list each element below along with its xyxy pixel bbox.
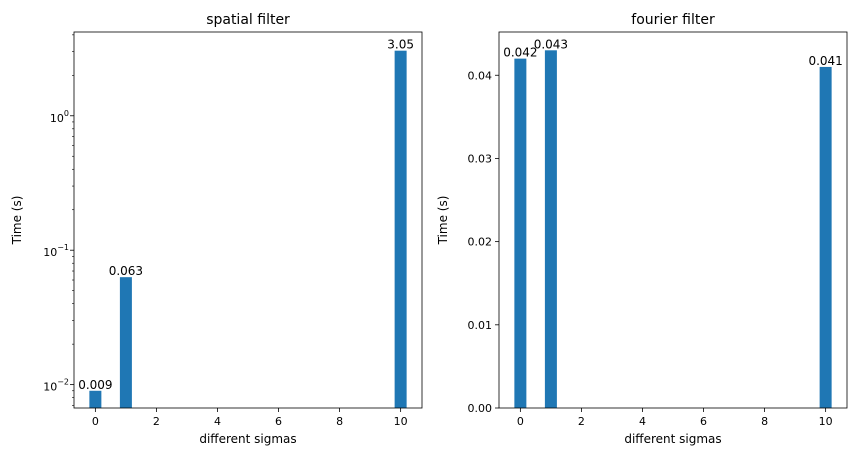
bar [119, 277, 132, 408]
data-label: 0.009 [78, 378, 112, 392]
chart-title: spatial filter [206, 12, 290, 28]
y-tick-label: 0.00 [468, 402, 493, 415]
x-tick-label: 4 [639, 415, 646, 428]
y-tick-exponent: 0 [64, 109, 69, 118]
x-tick-label: 0 [517, 415, 524, 428]
bar [514, 58, 527, 408]
x-tick-label: 4 [214, 415, 221, 428]
x-tick-label: 2 [153, 415, 160, 428]
x-tick-label: 0 [92, 415, 99, 428]
y-tick-label: 0.01 [468, 319, 493, 332]
x-tick-label: 10 [394, 415, 408, 428]
data-label: 0.042 [503, 46, 537, 60]
y-tick-label: 0.03 [468, 152, 493, 165]
y-tick-base: 10 [43, 381, 57, 394]
data-label: 0.041 [808, 54, 842, 68]
y-axis-label: Time (s) [436, 196, 450, 246]
y-tick-exponent: −2 [57, 378, 69, 387]
x-tick-label: 8 [336, 415, 343, 428]
x-axis-label: different sigmas [199, 432, 296, 446]
y-tick-label: 10−1 [43, 243, 69, 259]
y-axis-label: Time (s) [10, 196, 24, 246]
bar [544, 50, 557, 409]
y-tick-base: 10 [43, 246, 57, 259]
data-label: 0.063 [109, 264, 143, 278]
y-tick-exponent: −1 [57, 243, 69, 252]
x-tick-label: 6 [275, 415, 282, 428]
x-tick-label: 8 [761, 415, 768, 428]
data-label: 3.05 [387, 38, 414, 52]
axes-frame [73, 31, 423, 409]
y-tick-base: 10 [50, 112, 64, 125]
x-tick-label: 6 [700, 415, 707, 428]
x-axis-label: different sigmas [624, 432, 721, 446]
bar [394, 50, 407, 409]
y-tick-label: 0.02 [468, 236, 493, 249]
bar [89, 390, 102, 408]
chart-title: fourier filter [631, 12, 715, 28]
y-tick-label: 100 [50, 109, 69, 125]
y-tick-label: 10−2 [43, 378, 69, 394]
y-tick-label: 0.04 [468, 69, 493, 82]
data-label: 0.043 [534, 37, 568, 51]
x-tick-label: 2 [578, 415, 585, 428]
bar [819, 66, 832, 408]
axes-frame [498, 31, 848, 409]
x-tick-label: 10 [819, 415, 833, 428]
